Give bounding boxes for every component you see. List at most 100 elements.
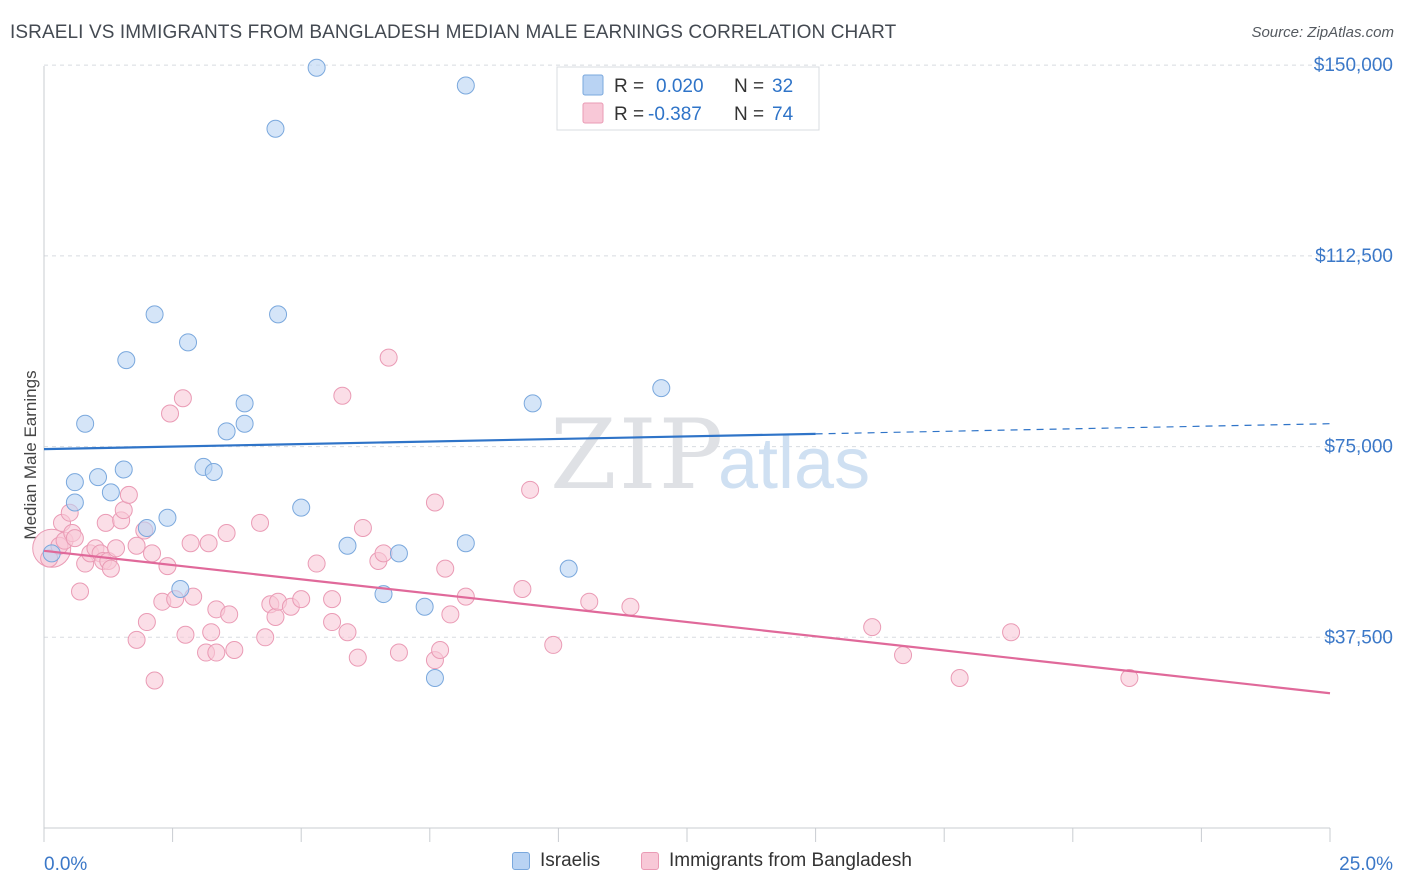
legend-r-label-2: R = bbox=[614, 104, 644, 125]
data-point-israelis bbox=[389, 544, 408, 563]
trend-line-israelis bbox=[43, 432, 816, 451]
data-point-bangladesh bbox=[389, 643, 408, 662]
data-point-bangladesh bbox=[292, 590, 311, 609]
data-point-bangladesh bbox=[127, 630, 146, 649]
data-point-bangladesh bbox=[894, 646, 913, 665]
x-tick-label: 25.0% bbox=[1339, 854, 1393, 875]
data-point-bangladesh bbox=[176, 625, 195, 644]
data-point-bangladesh bbox=[513, 579, 532, 598]
legend-r-value-1: 0.020 bbox=[656, 76, 704, 97]
series-israelis-points bbox=[42, 58, 671, 687]
legend-r-label-1: R = bbox=[614, 76, 644, 97]
data-point-israelis bbox=[89, 468, 108, 487]
data-point-bangladesh bbox=[202, 623, 221, 642]
data-point-bangladesh bbox=[863, 618, 882, 637]
data-point-israelis bbox=[338, 536, 357, 555]
data-point-bangladesh bbox=[521, 480, 540, 499]
data-point-israelis bbox=[415, 597, 434, 616]
legend-n-label-2: N = bbox=[734, 104, 764, 125]
watermark-zip: ZIP bbox=[550, 399, 725, 511]
data-point-bangladesh bbox=[161, 404, 180, 423]
data-point-israelis bbox=[137, 518, 156, 537]
data-point-israelis bbox=[65, 493, 84, 512]
data-point-israelis bbox=[269, 305, 288, 324]
zipatlas-watermark: ZIP atlas bbox=[550, 399, 870, 511]
data-point-bangladesh bbox=[621, 597, 640, 616]
data-point-bangladesh bbox=[425, 493, 444, 512]
data-point-israelis bbox=[456, 534, 475, 553]
data-point-bangladesh bbox=[220, 605, 239, 624]
legend-n-label-1: N = bbox=[734, 76, 764, 97]
data-point-bangladesh bbox=[173, 389, 192, 408]
legend-n-value-1: 32 bbox=[772, 76, 793, 97]
data-point-bangladesh bbox=[441, 605, 460, 624]
axes bbox=[43, 66, 1331, 842]
legend-label-bangladesh: Immigrants from Bangladesh bbox=[669, 850, 912, 871]
data-point-israelis bbox=[456, 76, 475, 95]
data-point-bangladesh bbox=[181, 534, 200, 553]
data-point-bangladesh bbox=[207, 643, 226, 662]
legend-swatch-bangladesh bbox=[582, 102, 604, 124]
data-point-bangladesh bbox=[199, 534, 218, 553]
legend-label-israelis: Israelis bbox=[540, 850, 601, 871]
watermark-atlas: atlas bbox=[718, 424, 870, 504]
legend-r-value-2: -0.387 bbox=[648, 104, 702, 125]
source-note: Source: ZipAtlas.com bbox=[1251, 24, 1394, 41]
data-point-israelis bbox=[101, 483, 120, 502]
data-point-bangladesh bbox=[143, 544, 162, 563]
legend-item-israelis[interactable]: Israelis bbox=[512, 850, 600, 872]
data-point-bangladesh bbox=[323, 613, 342, 632]
legend-item-bangladesh[interactable]: Immigrants from Bangladesh bbox=[641, 850, 912, 872]
data-point-israelis bbox=[145, 305, 164, 324]
data-point-israelis bbox=[76, 414, 95, 433]
bangladesh-swatch bbox=[641, 852, 659, 870]
gridlines bbox=[44, 64, 1395, 638]
data-point-israelis bbox=[235, 394, 254, 413]
data-point-bangladesh bbox=[225, 641, 244, 660]
data-point-israelis bbox=[117, 351, 136, 370]
data-point-bangladesh bbox=[353, 518, 372, 537]
data-point-bangladesh bbox=[379, 348, 398, 367]
data-point-bangladesh bbox=[307, 554, 326, 573]
data-point-bangladesh bbox=[436, 559, 455, 578]
data-point-bangladesh bbox=[71, 582, 90, 601]
chart-title: ISRAELI VS IMMIGRANTS FROM BANGLADESH ME… bbox=[10, 22, 897, 43]
y-tick-label: $37,500 bbox=[1324, 627, 1393, 648]
data-point-israelis bbox=[559, 559, 578, 578]
bottom-legend: Israelis Immigrants from Bangladesh bbox=[0, 850, 1406, 880]
data-point-bangladesh bbox=[101, 559, 120, 578]
data-point-bangladesh bbox=[217, 524, 236, 543]
y-tick-label: $75,000 bbox=[1324, 437, 1393, 458]
data-point-bangladesh bbox=[374, 544, 393, 563]
data-point-bangladesh bbox=[145, 671, 164, 690]
legend-swatch-israelis bbox=[582, 74, 604, 96]
y-tick-label: $112,500 bbox=[1315, 246, 1393, 267]
x-tick-label: 0.0% bbox=[44, 854, 87, 875]
trend-lines bbox=[43, 423, 1331, 695]
data-point-israelis bbox=[425, 668, 444, 687]
y-tick-labels: $37,500 $75,000 $112,500 $150,000 bbox=[1314, 55, 1393, 648]
trend-line-israelis-extension bbox=[815, 423, 1331, 435]
stats-legend: R = 0.020 N = 32 R = -0.387 N = 74 bbox=[556, 66, 820, 131]
data-point-israelis bbox=[204, 463, 223, 482]
data-point-bangladesh bbox=[127, 536, 146, 555]
data-point-israelis bbox=[65, 473, 84, 492]
data-point-bangladesh bbox=[1002, 623, 1021, 642]
data-point-israelis bbox=[307, 58, 326, 77]
data-point-israelis bbox=[523, 394, 542, 413]
data-point-israelis bbox=[266, 119, 285, 138]
data-point-bangladesh bbox=[431, 641, 450, 660]
data-point-bangladesh bbox=[266, 607, 285, 626]
data-point-bangladesh bbox=[137, 613, 156, 632]
y-tick-label: $150,000 bbox=[1314, 55, 1393, 76]
data-point-bangladesh bbox=[333, 386, 352, 405]
data-point-bangladesh bbox=[1120, 668, 1139, 687]
data-point-bangladesh bbox=[338, 623, 357, 642]
data-point-israelis bbox=[292, 498, 311, 517]
data-point-israelis bbox=[235, 414, 254, 433]
y-axis-label: Median Male Earnings bbox=[21, 370, 40, 539]
data-point-israelis bbox=[171, 579, 190, 598]
data-point-bangladesh bbox=[114, 501, 133, 520]
data-point-bangladesh bbox=[251, 513, 270, 532]
